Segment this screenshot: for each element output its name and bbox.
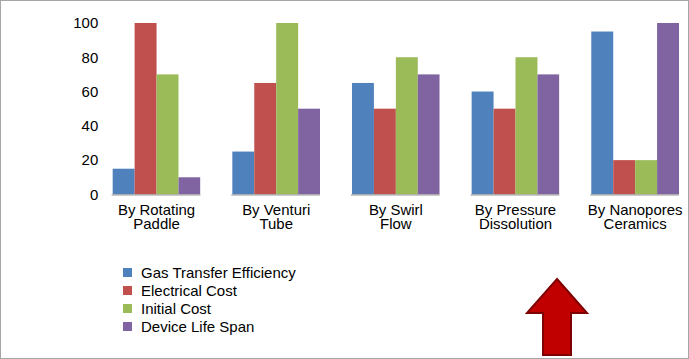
svg-text:By VenturiTube: By VenturiTube	[242, 201, 310, 233]
html-text:Initial Cost: Initial Cost	[141, 299, 211, 317]
svg-text:40: 40	[82, 117, 99, 134]
svg-text:20: 20	[82, 151, 99, 168]
svg-text:100: 100	[73, 14, 98, 31]
html-text:Electrical Cost: Electrical Cost	[141, 281, 237, 299]
svg-text:By NanoporesCeramics: By NanoporesCeramics	[588, 201, 683, 233]
svg-text:0: 0	[90, 186, 98, 203]
html-text:Gas Transfer Efficiency: Gas Transfer Efficiency	[141, 263, 296, 281]
svg-text:80: 80	[82, 49, 99, 66]
svg-text:60: 60	[82, 83, 99, 100]
svg-text:By PressureDissolution: By PressureDissolution	[475, 201, 556, 233]
svg-text:By SwirlFlow: By SwirlFlow	[369, 201, 423, 233]
html-text:Device Life Span: Device Life Span	[141, 317, 255, 335]
svg-text:By RotatingPaddle: By RotatingPaddle	[118, 201, 195, 233]
